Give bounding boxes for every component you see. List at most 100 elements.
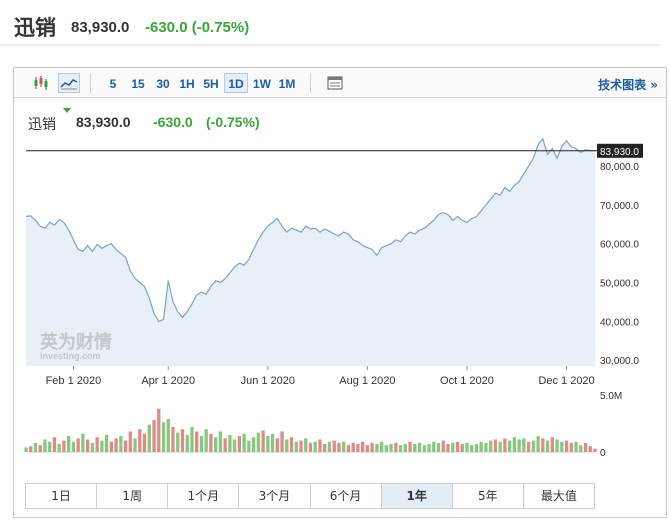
volume-bar [332, 440, 336, 452]
volume-bar [384, 445, 389, 452]
volume-bar [498, 441, 502, 452]
table-icon[interactable] [324, 73, 346, 93]
volume-bar [161, 422, 166, 452]
volume-bar [564, 440, 569, 452]
volume-bar [536, 436, 540, 452]
volume-bar [304, 438, 308, 452]
volume-bar [109, 441, 113, 452]
volume-bar [43, 439, 47, 452]
volume-bar [308, 442, 313, 452]
volume-bar [57, 444, 61, 452]
interval-5[interactable]: 5 [109, 77, 117, 91]
volume-bar [289, 437, 294, 452]
volume-bar [441, 440, 445, 452]
period-tabs: 1日 1周 1个月 3个月 6个月 1年 5年 最大值 [25, 483, 595, 509]
volume-bar [294, 441, 298, 452]
interval-1d[interactable]: 1D [224, 73, 248, 93]
interval-15[interactable]: 15 [131, 77, 145, 91]
watermark-cn: 英为财情 [39, 331, 112, 353]
y-tick-label: 50,000.0 [600, 279, 639, 290]
volume-bar [323, 444, 327, 452]
volume-bar [522, 438, 526, 452]
volume-bar [71, 441, 76, 452]
volume-bar [489, 440, 493, 452]
volume-bar [171, 426, 175, 452]
volume-bar [545, 440, 550, 452]
interval-1w[interactable]: 1W [253, 77, 271, 91]
area-chart-icon[interactable] [58, 73, 80, 93]
period-tab[interactable]: 1日 [26, 484, 98, 508]
volume-bar [451, 442, 455, 452]
x-tick-label: Aug 1 2020 [339, 375, 395, 387]
volume-bar [446, 444, 450, 452]
volume-bar [104, 434, 109, 452]
x-tick-label: Oct 1 2020 [440, 375, 494, 387]
watermark-en: Investing.com [40, 351, 101, 361]
volume-bar [33, 442, 38, 452]
volume-bar [123, 440, 128, 452]
interval-5h[interactable]: 5H [203, 77, 219, 91]
period-tab[interactable]: 1周 [97, 484, 169, 508]
volume-bar [195, 431, 199, 452]
volume-bar [342, 441, 346, 452]
volume-bar [152, 420, 156, 452]
y-tick-label: 40,000.0 [600, 317, 639, 328]
period-tab[interactable]: 5年 [452, 484, 524, 508]
period-tab[interactable]: 1个月 [168, 484, 240, 508]
volume-bar [560, 441, 564, 452]
volume-bar [394, 442, 398, 452]
volume-bar [190, 426, 194, 452]
volume-bar [541, 438, 545, 452]
current-price-label: 83,930.0 [600, 147, 639, 158]
volume-bar [474, 444, 479, 452]
instrument-change: -630.0 (-0.75%) [145, 19, 250, 36]
interval-1m[interactable]: 1M [278, 77, 296, 91]
volume-bar [370, 442, 374, 452]
period-tab[interactable]: 最大值 [523, 484, 594, 508]
x-tick-label: Dec 1 2020 [538, 375, 594, 387]
volume-bar [327, 441, 332, 452]
volume-bar [465, 442, 469, 452]
price-line [25, 137, 596, 323]
volume-bar [90, 442, 95, 452]
volume-bar [209, 433, 213, 452]
candlestick-icon[interactable] [30, 73, 52, 93]
page-header: 迅销 83,930.0 -630.0 (-0.75%) [0, 0, 671, 50]
interval-30[interactable]: 30 [156, 77, 170, 91]
toolbar-separator [310, 73, 311, 93]
volume-bar [413, 444, 417, 452]
volume-bar [517, 439, 521, 452]
volume-bar [204, 429, 208, 452]
volume-bar [313, 441, 317, 452]
period-tab[interactable]: 1年 [381, 484, 453, 508]
volume-bar [67, 436, 71, 452]
technical-chart-link[interactable]: 技术图表 » [598, 78, 658, 92]
volume-bar [356, 444, 360, 452]
volume-bar [436, 442, 441, 452]
interval-1h[interactable]: 1H [179, 77, 195, 91]
volume-bar [398, 445, 403, 452]
volume-bar [95, 437, 99, 452]
volume-bar [379, 441, 384, 452]
volume-bar [408, 441, 412, 452]
volume-bar [526, 441, 531, 452]
volume-bar [81, 433, 85, 452]
volume-bar [389, 444, 393, 452]
volume-bar [531, 440, 536, 452]
volume-bar [484, 442, 488, 452]
volume-bar [427, 444, 431, 452]
period-tab[interactable]: 3个月 [239, 484, 311, 508]
period-tab[interactable]: 6个月 [310, 484, 382, 508]
volume-bar [550, 437, 554, 452]
volume-bar [199, 436, 204, 452]
volume-axis-label: 0 [600, 448, 606, 459]
instrument-name: 迅销 [14, 16, 56, 40]
volume-bar [593, 448, 597, 452]
volume-bar [583, 442, 588, 452]
volume-bar [503, 438, 507, 452]
volume-bar [214, 437, 218, 452]
volume-bar [337, 442, 341, 452]
volume-bar [176, 432, 180, 452]
volume-bar [38, 445, 42, 452]
